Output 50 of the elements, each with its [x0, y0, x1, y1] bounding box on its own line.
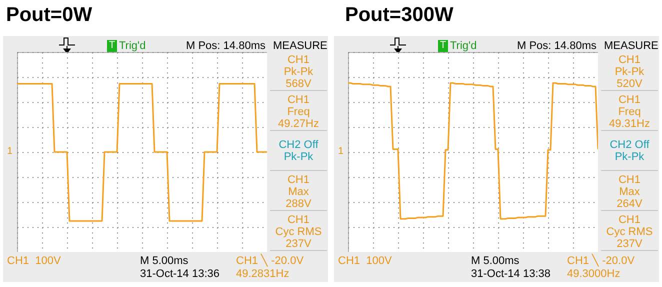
text: Pk-Pk	[282, 66, 314, 78]
text: CH1	[617, 214, 642, 226]
text: CH1 ╲ -20.0V	[236, 255, 304, 267]
text: Freq	[617, 106, 642, 118]
text: 49.27Hz	[277, 118, 320, 130]
text: M 5.00ms	[471, 255, 520, 267]
text: CH2 Off	[608, 139, 650, 151]
text: CH1	[286, 214, 310, 226]
text: MEASURE	[273, 40, 328, 52]
text: 237V	[616, 238, 644, 250]
text: CH1	[286, 174, 310, 186]
text: CH2 Off	[278, 139, 320, 151]
chart-title: Pout=0W	[6, 4, 92, 27]
text: CH1	[286, 94, 310, 106]
text: Pk-Pk	[614, 151, 646, 163]
text: Pk-Pk	[282, 151, 314, 163]
text: CH1 100V	[7, 255, 61, 267]
text: CH1	[617, 174, 642, 186]
text: Max	[618, 186, 641, 198]
text: 49.31Hz	[608, 118, 651, 130]
text: CH1 ╲ -20.0V	[567, 255, 635, 267]
text: CH1 100V	[338, 255, 392, 267]
text: Max	[287, 186, 310, 198]
text: 568V	[284, 78, 312, 90]
text: M 5.00ms	[140, 255, 188, 267]
text: CH1	[617, 54, 642, 66]
text: 1	[338, 146, 344, 158]
text: 1	[7, 146, 13, 158]
text: 237V	[284, 238, 312, 250]
text: M Pos: 14.80ms	[517, 40, 596, 52]
text: 264V	[616, 198, 644, 210]
text: Cyc RMS	[605, 226, 654, 238]
text: Freq	[286, 106, 311, 118]
text: 288V	[284, 198, 312, 210]
text: 31-Oct-14 13:38	[471, 268, 550, 280]
text: Trig'd	[450, 40, 477, 52]
chart-title: Pout=300W	[345, 4, 454, 27]
text: M Pos: 14.80ms	[186, 40, 266, 52]
text: 49.3000Hz	[567, 268, 620, 280]
text: Cyc RMS	[274, 226, 323, 238]
text: 520V	[616, 78, 644, 90]
text: Trig'd	[119, 40, 146, 52]
text: MEASURE	[604, 40, 658, 52]
text: 49.2831Hz	[236, 268, 290, 280]
text: 31-Oct-14 13:36	[140, 268, 220, 280]
text: T	[438, 40, 448, 52]
text: CH1	[617, 94, 642, 106]
text: Pk-Pk	[614, 66, 646, 78]
text: T	[107, 40, 118, 52]
text: CH1	[286, 54, 310, 66]
